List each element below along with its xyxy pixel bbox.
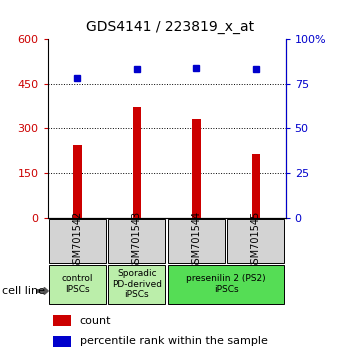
Bar — [168, 264, 284, 304]
Text: presenilin 2 (PS2)
iPSCs: presenilin 2 (PS2) iPSCs — [186, 274, 266, 294]
Bar — [108, 219, 165, 263]
Text: GDS4141 / 223819_x_at: GDS4141 / 223819_x_at — [86, 19, 254, 34]
Bar — [108, 264, 165, 304]
Text: Sporadic
PD-derived
iPSCs: Sporadic PD-derived iPSCs — [112, 269, 162, 299]
Bar — [192, 119, 201, 218]
Text: GSM701542: GSM701542 — [72, 211, 82, 270]
Text: count: count — [80, 316, 111, 326]
Text: GSM701543: GSM701543 — [132, 211, 142, 270]
Bar — [49, 264, 106, 304]
Bar — [49, 219, 106, 263]
Bar — [133, 108, 141, 218]
Bar — [53, 315, 71, 326]
Bar — [73, 145, 82, 218]
Text: control
IPSCs: control IPSCs — [62, 274, 93, 294]
Text: percentile rank within the sample: percentile rank within the sample — [80, 336, 268, 346]
Bar — [252, 154, 260, 218]
Text: GSM701544: GSM701544 — [191, 211, 201, 270]
Text: cell line: cell line — [2, 286, 45, 296]
Bar — [227, 219, 284, 263]
Bar — [53, 336, 71, 347]
Bar — [168, 219, 225, 263]
Text: GSM701545: GSM701545 — [251, 211, 261, 270]
